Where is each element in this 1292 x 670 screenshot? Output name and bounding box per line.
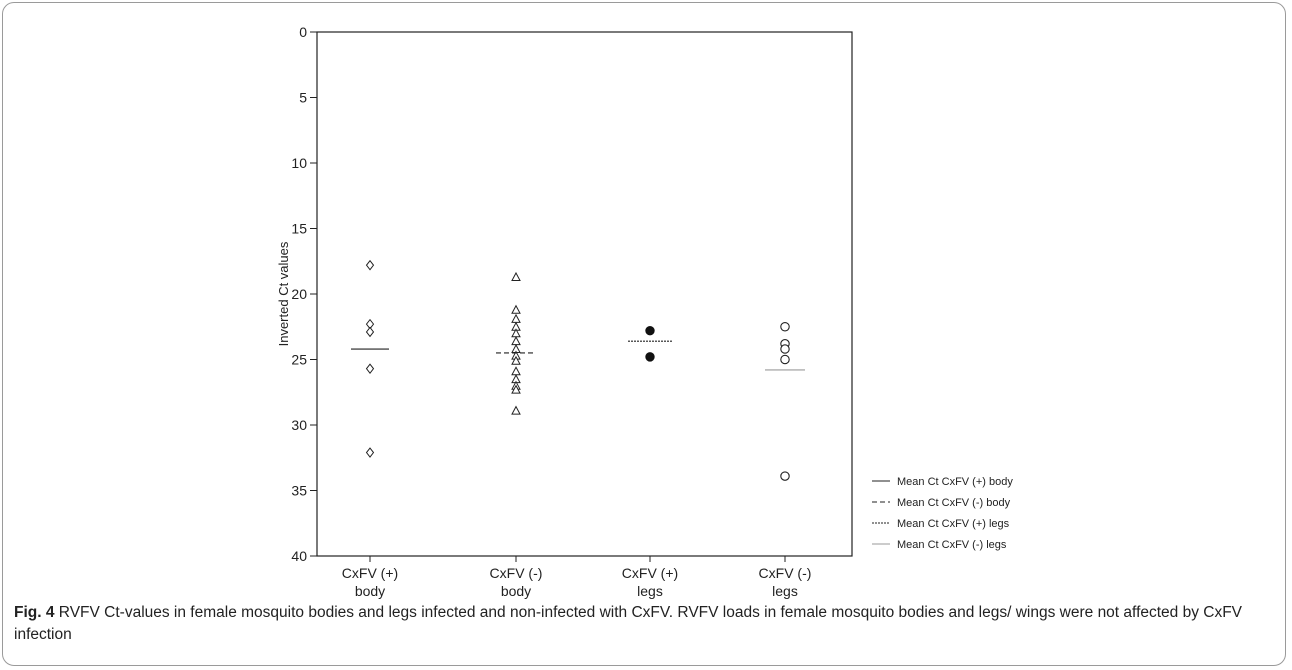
- triangle-point: [511, 405, 521, 415]
- diamond-point: [365, 447, 375, 458]
- y-tick-label: 40: [291, 548, 307, 564]
- x-tick-label: CxFV (-): [759, 565, 812, 581]
- scatter-chart: 0 5 10 15 20 25 30 35 40 CxFV (+) body CxFV (-) bod…: [276, 24, 1013, 599]
- y-tick-label: 20: [291, 286, 307, 302]
- y-tick-label: 35: [291, 483, 307, 499]
- x-tick-label: CxFV (+): [342, 565, 398, 581]
- figure-caption: Fig. 4 RVFV Ct-values in female mosquito…: [14, 602, 1278, 646]
- y-tick-label: 5: [299, 90, 307, 106]
- legend-label: Mean Ct CxFV (+) legs: [897, 518, 1010, 530]
- legend: Mean Ct CxFV (+) body Mean Ct CxFV (-) bo…: [872, 476, 1013, 551]
- mean-lines: [351, 340, 805, 371]
- triangle-point: [511, 313, 521, 323]
- y-tick-label: 10: [291, 155, 307, 171]
- filled-circle-point: [645, 325, 655, 336]
- diamond-point: [365, 363, 375, 374]
- open-circle-point: [780, 344, 790, 354]
- open-circle-point: [780, 321, 790, 332]
- x-tick-label: body: [355, 583, 385, 599]
- open-circle-point: [780, 354, 790, 365]
- legend-label: Mean Ct CxFV (-) legs: [897, 539, 1007, 551]
- y-tick-label: 15: [291, 221, 307, 237]
- open-circle-point: [780, 471, 790, 481]
- x-tick-label: body: [501, 583, 531, 599]
- diamond-point: [365, 326, 375, 338]
- x-tick-label: legs: [772, 583, 798, 599]
- x-axis: CxFV (+) body CxFV (-) body CxFV (+) legs CxFV…: [342, 556, 812, 599]
- caption-text: RVFV Ct-values in female mosquito bodies…: [14, 604, 1243, 643]
- triangle-point: [511, 355, 521, 365]
- plot-area: [316, 31, 853, 557]
- x-tick-label: legs: [637, 583, 663, 599]
- triangle-point: [511, 271, 521, 281]
- triangle-point: [511, 384, 521, 394]
- y-tick-label: 30: [291, 417, 307, 433]
- legend-label: Mean Ct CxFV (-) body: [897, 497, 1011, 509]
- diamond-point: [365, 259, 375, 271]
- x-tick-label: CxFV (+): [622, 565, 678, 581]
- x-tick-label: CxFV (-): [490, 565, 543, 581]
- filled-circle-point: [645, 352, 655, 362]
- triangle-point: [511, 304, 521, 314]
- y-axis: 0 5 10 15 20 25 30 35 40: [291, 24, 317, 564]
- triangle-point: [511, 366, 521, 376]
- y-tick-label: 0: [299, 24, 307, 40]
- y-axis-label: Inverted Ct values: [276, 241, 291, 346]
- caption-label: Fig. 4: [14, 604, 55, 621]
- legend-label: Mean Ct CxFV (+) body: [897, 476, 1013, 488]
- y-tick-label: 25: [291, 352, 307, 368]
- data-points: [365, 259, 790, 481]
- triangle-point: [511, 336, 521, 346]
